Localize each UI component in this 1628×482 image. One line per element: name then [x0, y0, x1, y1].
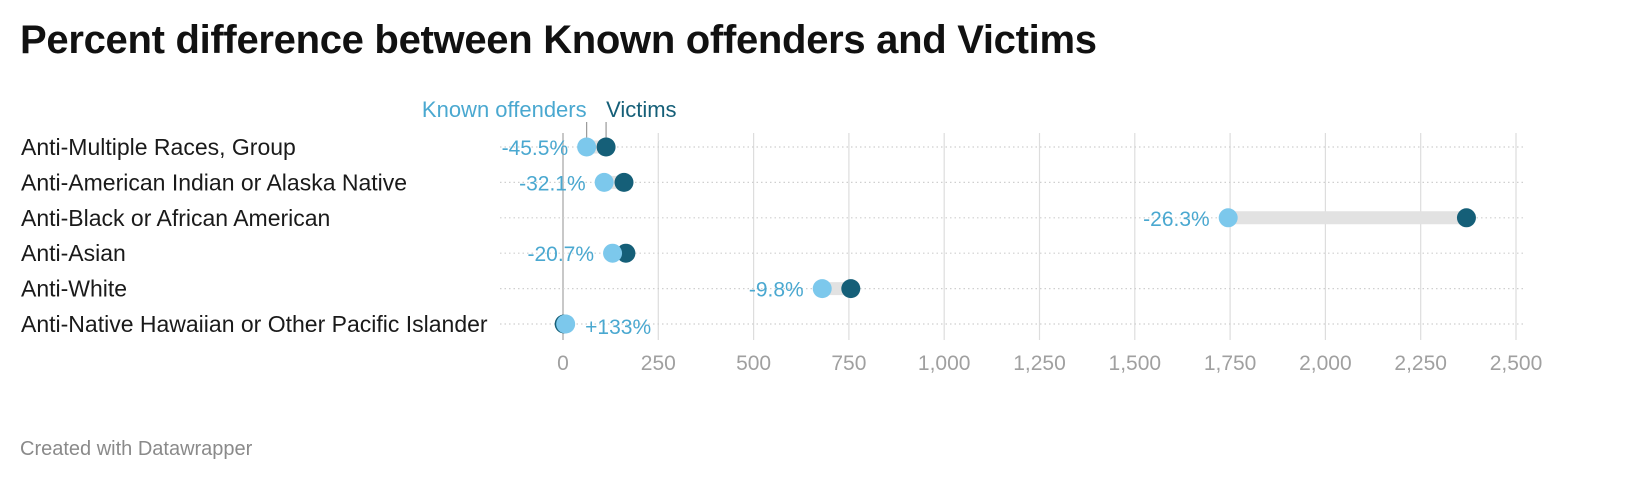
x-tick-label: 0 — [557, 352, 569, 375]
x-tick-label: 2,500 — [1490, 352, 1543, 375]
x-tick-label: 1,750 — [1204, 352, 1257, 375]
dot-range-chart: 0 250 500 750 1,000 1,250 1,500 1,750 2,000 2,250… — [21, 97, 1542, 375]
percent-difference-label: +133% — [585, 316, 651, 339]
legend-victims: Victims — [606, 97, 677, 122]
x-tick-label: 2,000 — [1299, 352, 1352, 375]
category-label: Anti-White — [21, 276, 127, 302]
victims-dot — [616, 243, 636, 263]
known-offenders-dot — [1218, 208, 1238, 228]
x-tick-label: 2,250 — [1394, 352, 1447, 375]
category-label: Anti-Asian — [21, 240, 126, 266]
percent-difference-label: -32.1% — [519, 172, 586, 195]
known-offenders-dot — [556, 314, 576, 334]
x-tick-label: 250 — [641, 352, 676, 375]
known-offenders-dot — [812, 279, 832, 299]
category-label: Anti-Native Hawaiian or Other Pacific Is… — [21, 311, 488, 337]
percent-difference-label: -20.7% — [528, 243, 595, 266]
range-bars — [564, 140, 1467, 331]
percent-difference-label: -45.5% — [502, 137, 569, 160]
category-label: Anti-Black or African American — [21, 205, 330, 231]
x-tick-label: 1,250 — [1013, 352, 1066, 375]
victims-dot — [1456, 208, 1476, 228]
labels: 0 250 500 750 1,000 1,250 1,500 1,750 2,000 2,250… — [21, 134, 1542, 375]
known-offenders-dot — [594, 172, 614, 192]
legend-known-offenders: Known offenders — [422, 97, 587, 122]
known-offenders-dot — [577, 137, 597, 157]
x-tick-label: 1,500 — [1109, 352, 1162, 375]
victims-dot — [596, 137, 616, 157]
known-offenders-dot — [603, 243, 623, 263]
category-label: Anti-American Indian or Alaska Native — [21, 169, 407, 195]
x-tick-label: 750 — [831, 352, 866, 375]
victims-dot — [841, 279, 861, 299]
category-label: Anti-Multiple Races, Group — [21, 134, 296, 160]
x-tick-label: 500 — [736, 352, 771, 375]
legend: Known offenders Victims — [422, 97, 677, 138]
footer-credit: Created with Datawrapper — [20, 438, 253, 460]
percent-difference-label: -26.3% — [1143, 208, 1210, 231]
chart-title: Percent difference between Known offende… — [20, 18, 1097, 62]
percent-difference-label: -9.8% — [749, 279, 804, 302]
dots — [554, 137, 1476, 334]
x-tick-label: 1,000 — [918, 352, 971, 375]
grid-layer — [500, 133, 1526, 340]
victims-dot — [614, 172, 634, 192]
